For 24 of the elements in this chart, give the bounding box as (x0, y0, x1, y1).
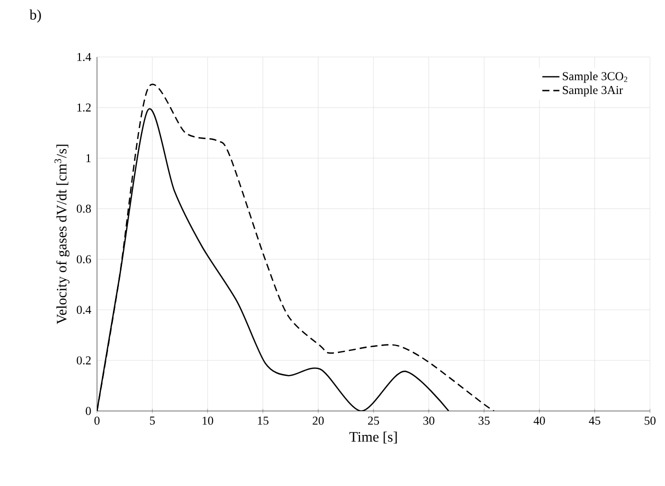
y-tick-label: 1.4 (77, 52, 92, 62)
y-tick-label: 0.4 (76, 306, 92, 314)
x-tick-label: 10 (202, 416, 214, 425)
x-tick-label: 40 (534, 416, 545, 425)
legend-label: Sample 3Air (562, 86, 623, 97)
x-tick-label: 45 (588, 416, 600, 425)
y-tick-label: 0.8 (76, 204, 91, 213)
x-tick-label: 35 (478, 416, 490, 425)
x-tick-label: 20 (312, 416, 324, 425)
y-axis-title: Velocity of gases dV/dt [cm$^{3}$/s] (54, 144, 70, 324)
y-tick-label: 1 (86, 154, 91, 162)
y-tick-label: 1.2 (77, 103, 91, 112)
chart-title: b) (30, 10, 41, 23)
y-tick-label: 0 (86, 406, 91, 416)
legend-label: Sample 3CO$_{2}$ (562, 72, 628, 83)
x-tick-label: 15 (258, 416, 268, 425)
y-tick-label: 0.6 (76, 255, 91, 264)
x-tick-label: 5 (150, 416, 155, 425)
y-tick-label: 0.2 (76, 356, 91, 364)
x-tick-label: 25 (368, 416, 380, 425)
x-tick-label: 50 (644, 416, 656, 425)
x-tick-label: 0 (94, 416, 100, 425)
x-axis-title: Time [s] (349, 432, 397, 444)
x-tick-label: 30 (423, 416, 434, 425)
